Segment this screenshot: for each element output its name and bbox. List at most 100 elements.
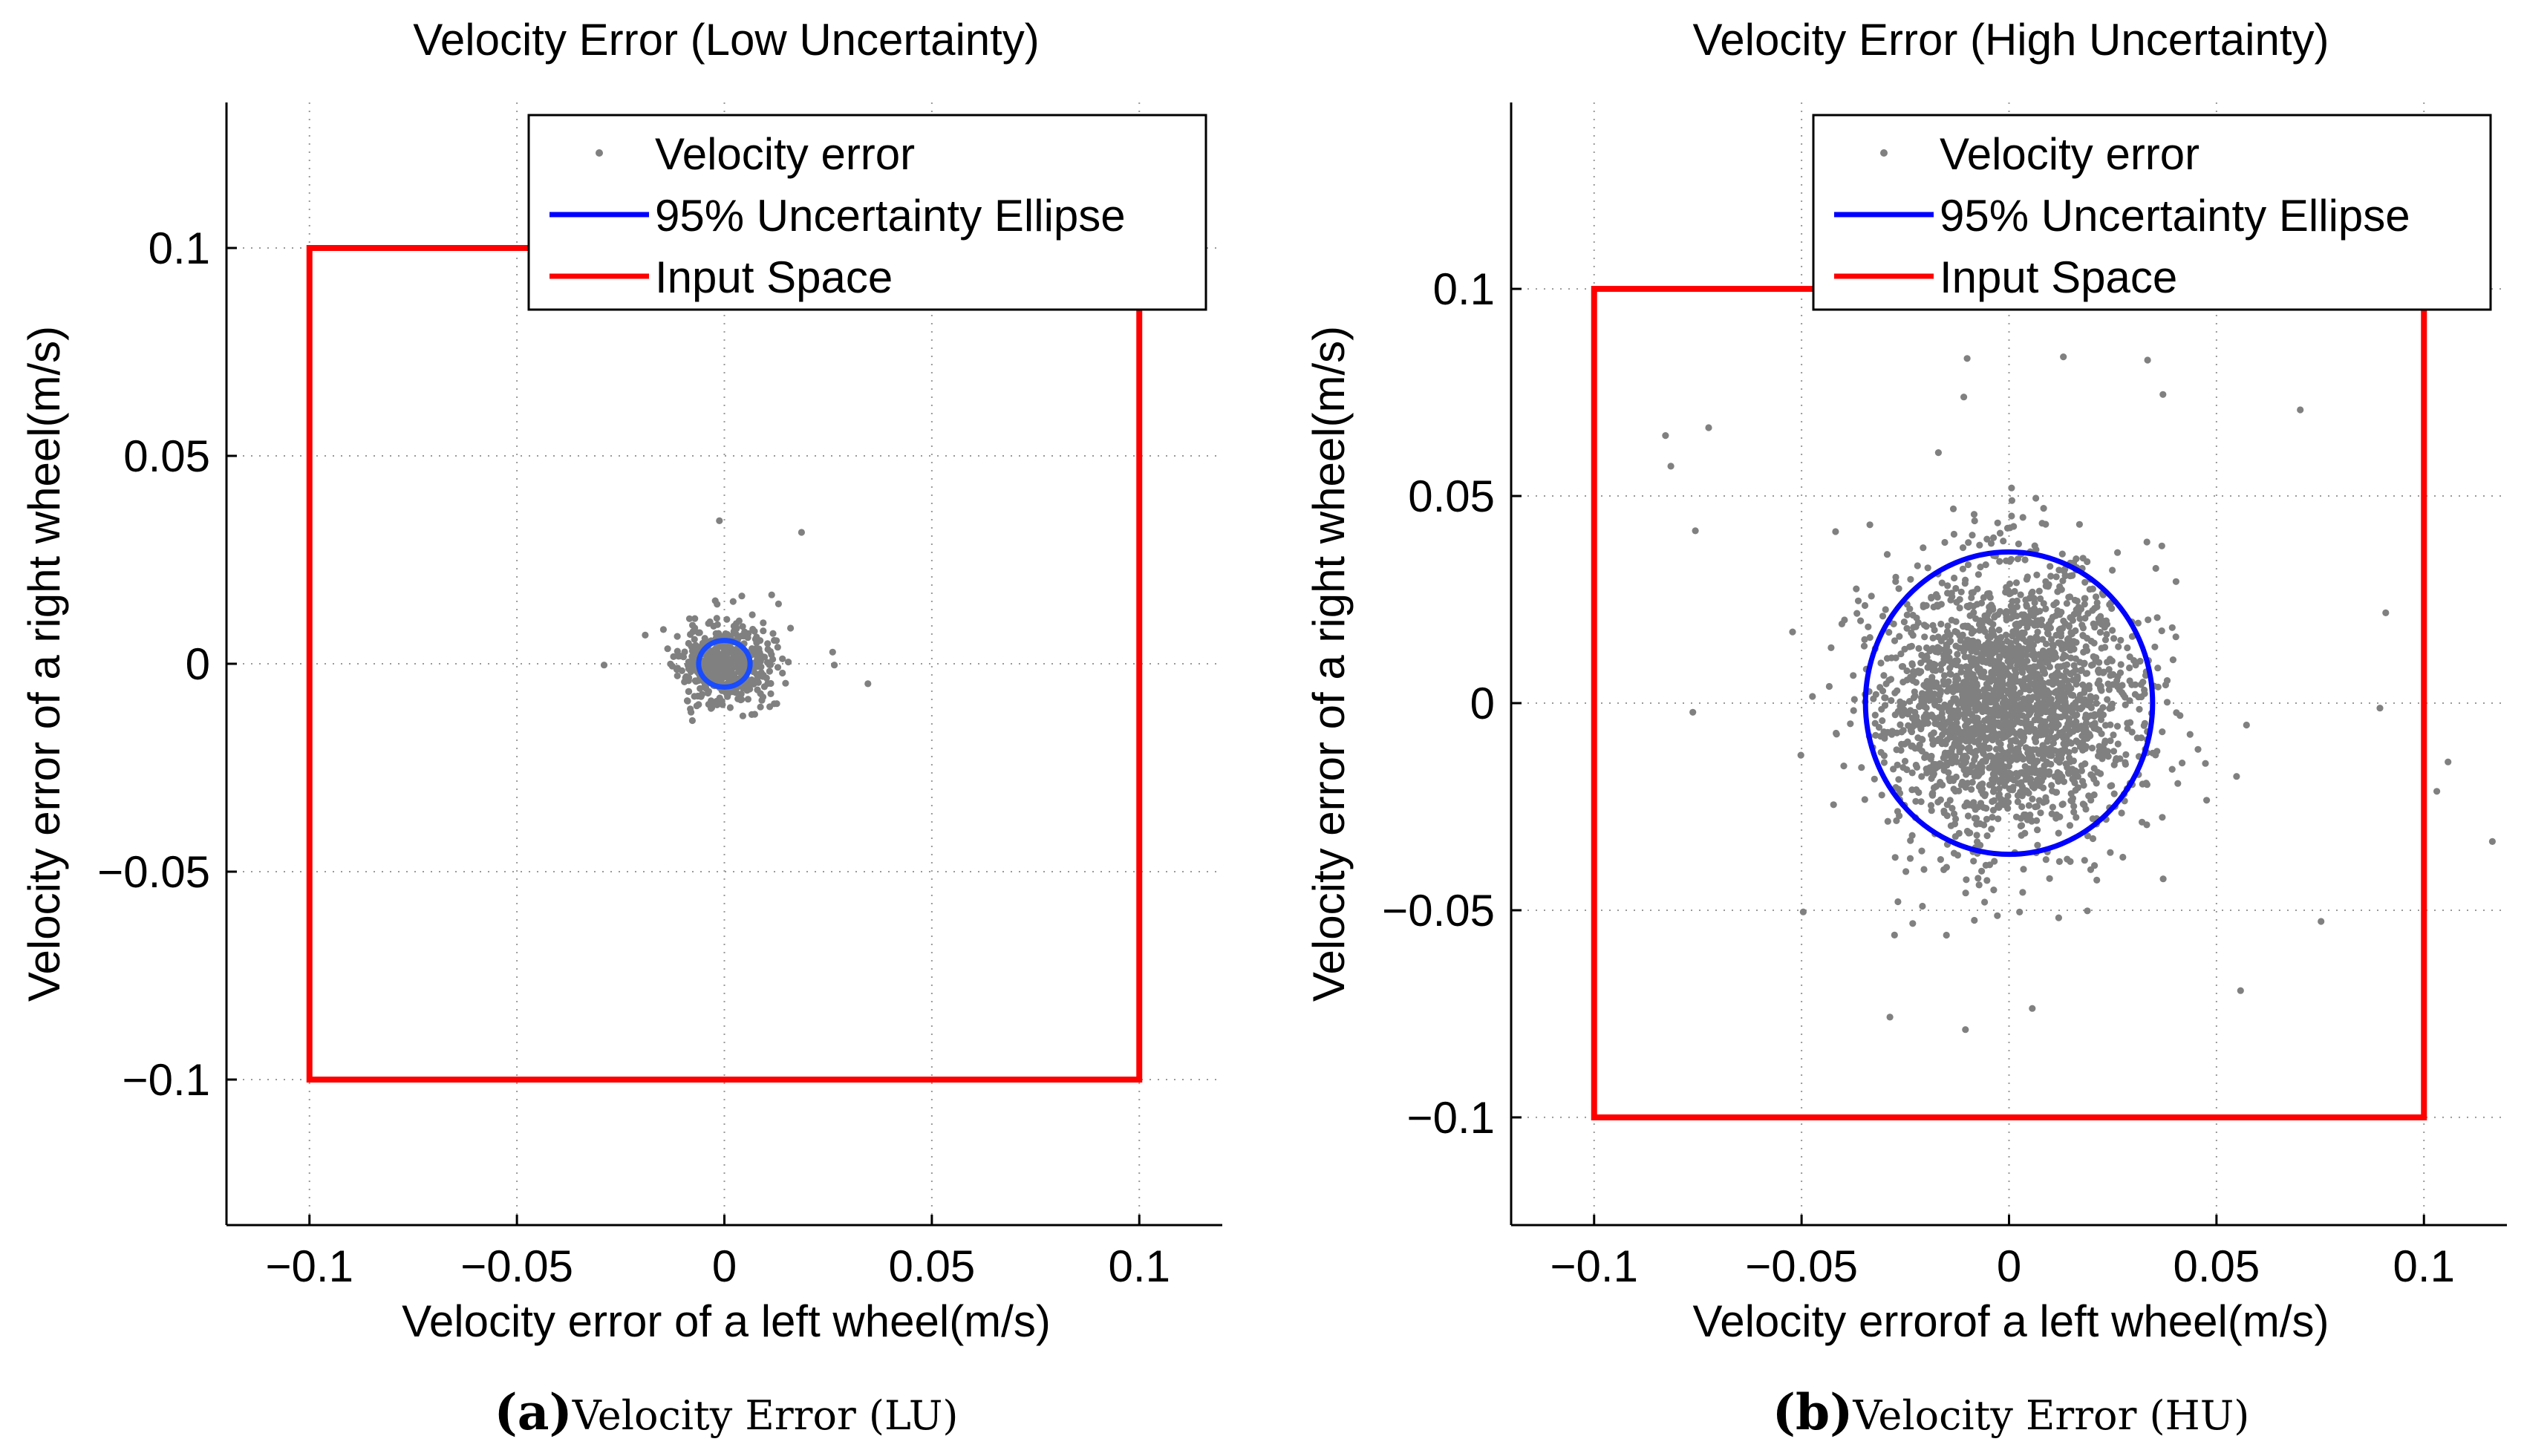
chart-b-point (1943, 762, 1951, 769)
chart-b-point (2032, 738, 2040, 745)
chart-b-point (1937, 666, 1945, 673)
chart-b-point (2009, 674, 2017, 682)
chart-b-point (1952, 712, 1960, 719)
chart-a-point (768, 591, 775, 598)
chart-b-point (2041, 762, 2048, 769)
chart-b-point (1911, 745, 1919, 752)
chart-b-point (2096, 742, 2103, 750)
chart-b-point (1885, 676, 1893, 684)
chart-b-point (2052, 789, 2061, 796)
chart-b-point (2087, 662, 2096, 669)
chart-b-point (1990, 729, 1998, 737)
chart-b-point (2001, 696, 2009, 704)
chart-b-point (1980, 594, 1987, 601)
chart-a-point (767, 690, 775, 698)
chart-b-point (2010, 523, 2018, 530)
chart-b-point (1980, 821, 1988, 829)
chart-a-point (732, 620, 740, 627)
chart-b-point (1850, 696, 1858, 703)
chart-b-point (1882, 694, 1889, 702)
chart-a-point (725, 690, 732, 697)
chart-b-point (1939, 714, 1946, 722)
chart-b-point (1917, 659, 1925, 667)
chart-a-point (779, 669, 786, 677)
chart-a-point (864, 680, 872, 688)
chart-b-point (1939, 731, 1946, 739)
chart-a-point (689, 665, 697, 672)
chart-a-point (729, 598, 737, 605)
chart-b-point (2006, 639, 2014, 647)
chart-a-point (708, 650, 716, 657)
chart-b-point (2078, 762, 2085, 769)
chart-b-point (2040, 679, 2047, 687)
chart-b-point (1927, 755, 1934, 763)
chart-b-point (2015, 541, 2022, 548)
chart-b-point (1994, 912, 2001, 919)
chart-b-point (2009, 698, 2016, 706)
chart-a-point (785, 659, 792, 666)
chart-b-point (1963, 355, 1971, 362)
chart-b-point (2007, 745, 2015, 753)
chart-b-point (2058, 550, 2066, 558)
chart-b-point (2203, 797, 2211, 804)
chart-b-point (1910, 667, 1917, 676)
chart-a-point (746, 685, 754, 693)
chart-b-point (1871, 775, 1878, 783)
chart-b-point (2003, 524, 2012, 532)
chart-a-point (714, 677, 722, 685)
chart-b-point (1928, 731, 1935, 739)
chart-b-point (2152, 564, 2159, 572)
chart-b-point (1868, 592, 1875, 600)
chart-a-point (753, 639, 760, 647)
chart-b-point (2186, 731, 2194, 738)
chart-b-point (1918, 736, 1925, 743)
chart-b-point (1973, 832, 1980, 839)
chart-b-point (1954, 657, 1961, 665)
chart-b-point (1986, 861, 1994, 869)
chart-b-point (2084, 907, 2091, 915)
chart-b-point (1926, 764, 1934, 771)
chart-b-point (1929, 772, 1937, 780)
chart-b-point (2049, 803, 2056, 811)
chart-b-point (1929, 634, 1937, 642)
chart-a-legend-label: Input Space (655, 252, 893, 302)
chart-b-point (1897, 721, 1904, 728)
chart-b-point (1969, 748, 1976, 756)
chart-b-point (1986, 717, 1993, 725)
chart-a-point (698, 691, 706, 698)
chart-b-point (2131, 691, 2139, 698)
chart-a-ytick-label: 0.05 (123, 431, 210, 481)
chart-b-point (1921, 633, 1928, 641)
chart-a-point (740, 684, 747, 691)
chart-b-point (2024, 657, 2031, 665)
chart-b-point (1947, 719, 1954, 727)
chart-b-point (2039, 667, 2047, 675)
chart-b-point (2095, 669, 2103, 676)
chart-b-point (2090, 765, 2098, 772)
chart-b-point (2115, 643, 2122, 650)
chart-b-point (1950, 695, 1957, 702)
chart-b-point (2076, 743, 2084, 751)
chart-b-point (1923, 644, 1931, 652)
chart-a-legend: Velocity error 95% Uncertainty Ellipse I… (527, 114, 1207, 311)
chart-b-point (2117, 636, 2124, 644)
chart-b-point (1914, 562, 1921, 569)
chart-b-point (1996, 653, 2003, 660)
chart-a-point (729, 654, 737, 662)
chart-b-point (1958, 697, 1966, 705)
chart-b-point (2025, 711, 2032, 719)
chart-b-point (2003, 687, 2011, 695)
chart-b-point (2153, 614, 2161, 621)
chart-b-point (1965, 725, 1972, 734)
chart-b-point (2102, 617, 2110, 624)
chart-b-point (1956, 604, 1963, 612)
chart-b-point (1913, 713, 1920, 720)
chart-b-point (1895, 585, 1902, 592)
chart-a-point (738, 696, 746, 703)
chart-a-point (739, 712, 747, 719)
chart-b-point (1891, 854, 1899, 861)
chart-b-point (1872, 731, 1879, 740)
chart-b-point (1911, 688, 1918, 696)
chart-b-point (2040, 505, 2047, 512)
chart-b-point (2032, 663, 2040, 670)
